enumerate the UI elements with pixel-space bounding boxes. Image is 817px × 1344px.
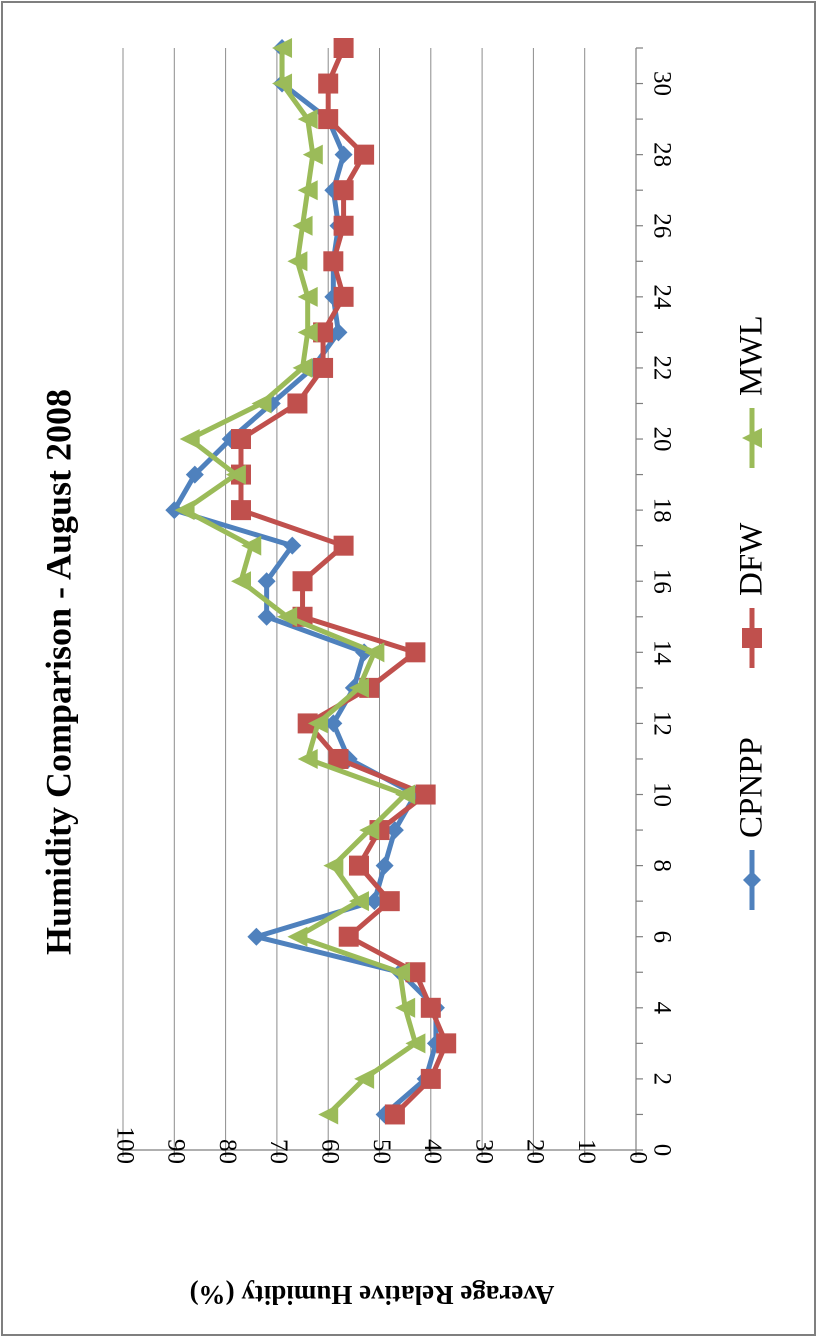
y-tick-label: 90 (163, 1139, 190, 1164)
y-tick-label: 80 (214, 1139, 241, 1164)
x-tick-label: 2 (648, 1073, 675, 1086)
y-axis-label: Average Relative Humidity (%) (190, 1280, 555, 1310)
x-tick-label: 12 (648, 711, 675, 736)
data-point-dfw (421, 1069, 441, 1089)
x-tick-label: 22 (648, 355, 675, 380)
data-point-dfw (436, 1033, 456, 1053)
data-point-dfw (318, 74, 338, 94)
data-point-dfw (231, 500, 251, 520)
y-tick-label: 70 (265, 1139, 292, 1164)
y-tick-label: 0 (624, 1152, 651, 1165)
data-point-dfw (421, 998, 441, 1018)
x-tick-label: 28 (648, 142, 675, 167)
data-point-dfw (287, 393, 307, 413)
data-point-dfw (385, 1104, 405, 1124)
y-tick-label: 100 (111, 1127, 138, 1165)
y-tick-label: 30 (470, 1139, 497, 1164)
data-point-dfw (380, 891, 400, 911)
x-tick-label: 0 (648, 1144, 675, 1157)
data-point-dfw (354, 145, 374, 165)
data-point-dfw (405, 642, 425, 662)
data-point-dfw (313, 358, 333, 378)
y-tick-label: 60 (316, 1139, 343, 1164)
data-point-dfw (323, 251, 343, 271)
x-tick-label: 24 (648, 284, 675, 310)
x-tick-label: 16 (648, 569, 675, 594)
y-tick-label: 40 (419, 1139, 446, 1164)
data-point-dfw (334, 536, 354, 556)
x-tick-label: 4 (648, 1002, 675, 1015)
y-tick-label: 50 (368, 1139, 395, 1164)
chart-title: Humidity Comparison - August 2008 (38, 389, 78, 955)
x-tick-label: 30 (648, 71, 675, 96)
legend-label: CPNPP (734, 737, 770, 838)
x-tick-label: 10 (648, 782, 675, 807)
data-point-dfw (318, 109, 338, 129)
data-point-dfw (334, 38, 354, 58)
legend-marker-dfw (742, 628, 762, 648)
data-point-dfw (349, 856, 369, 876)
legend-label: DFW (734, 522, 770, 596)
data-point-dfw (334, 287, 354, 307)
data-point-dfw (339, 927, 359, 947)
x-tick-label: 8 (648, 859, 675, 872)
y-tick-label: 10 (573, 1139, 600, 1164)
x-tick-label: 26 (648, 213, 675, 238)
data-point-dfw (293, 571, 313, 591)
data-point-dfw (334, 216, 354, 236)
x-tick-label: 14 (648, 640, 675, 666)
x-tick-label: 6 (648, 930, 675, 943)
data-point-dfw (231, 429, 251, 449)
data-point-dfw (334, 180, 354, 200)
legend-label: MWL (734, 315, 770, 396)
x-tick-label: 18 (648, 498, 675, 523)
data-point-dfw (416, 785, 436, 805)
x-tick-label: 20 (648, 427, 675, 452)
y-tick-label: 20 (522, 1139, 549, 1164)
